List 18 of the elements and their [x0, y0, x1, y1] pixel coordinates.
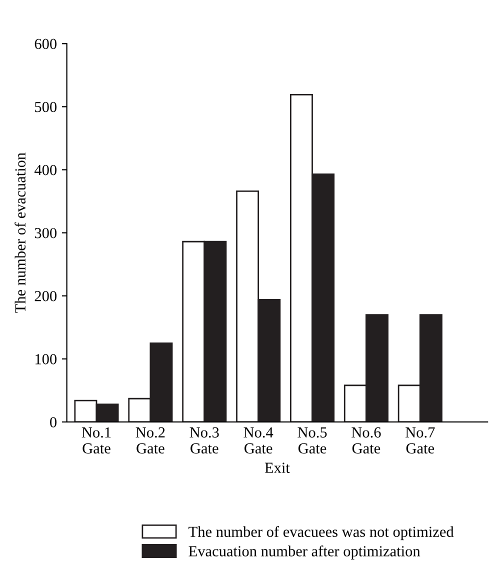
- y-tick-label: 100: [36, 354, 57, 364]
- x-tick-label: No.2 Gate: [136, 427, 165, 454]
- x-tick-label: No.3 Gate: [190, 427, 219, 454]
- legend-label: Evacuation number after optimization: [188, 546, 420, 560]
- y-tick-label: 500: [35, 102, 57, 112]
- x-tick-label: No.7 Gate: [406, 427, 435, 454]
- legend-label: The number of evacuees was not optimized: [188, 526, 454, 540]
- y-tick-label: 600: [34, 38, 57, 50]
- y-tick-label: 400: [34, 164, 57, 176]
- x-tick-label: No.1 Gate: [82, 427, 111, 454]
- x-tick-label: No.4 Gate: [244, 427, 274, 454]
- y-tick-label: 200: [34, 290, 57, 302]
- y-tick-label: 0: [50, 417, 57, 428]
- y-tick-label: 300: [34, 228, 57, 238]
- x-tick-label: No.6 Gate: [352, 427, 381, 454]
- x-axis-title: Exit: [264, 462, 290, 473]
- x-tick-label: No.5 Gate: [298, 427, 327, 454]
- y-axis-title: The number of evacuation: [14, 152, 26, 313]
